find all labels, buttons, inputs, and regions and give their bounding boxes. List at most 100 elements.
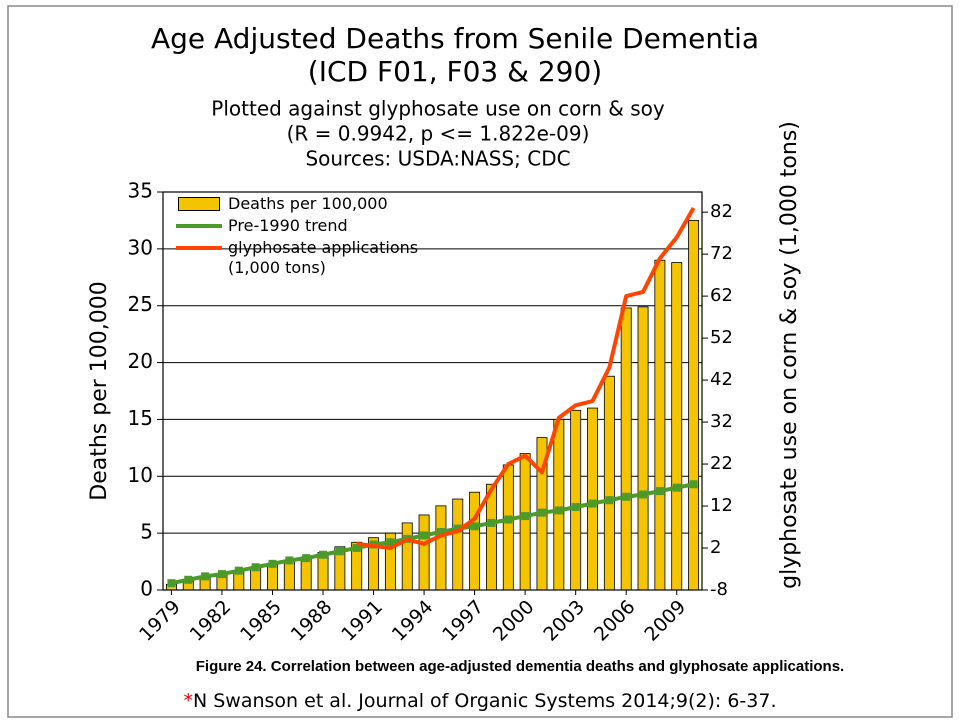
y-tick-label: 10 bbox=[128, 463, 153, 487]
line bbox=[356, 206, 696, 551]
line-marker bbox=[453, 524, 462, 533]
y-tick-label: 30 bbox=[128, 235, 153, 259]
bar bbox=[603, 375, 615, 591]
x-tick-label: 2009 bbox=[640, 596, 690, 646]
x-tick-label: 2003 bbox=[539, 596, 589, 646]
y2-tick-label: -8 bbox=[710, 579, 728, 600]
legend: Deaths per 100,000 Pre-1990 trend glyphosa… bbox=[176, 194, 436, 280]
line-marker bbox=[622, 492, 631, 501]
legend-item: Pre-1990 trend bbox=[176, 216, 436, 236]
line-marker bbox=[352, 543, 361, 552]
subtitle: Plotted against glyphosate use on corn &… bbox=[211, 97, 665, 121]
y2-axis-label: glyphosate use on corn & soy (1,000 tons… bbox=[777, 121, 802, 589]
y2-tick-label: 82 bbox=[710, 201, 733, 222]
x-tick-label: 1997 bbox=[438, 596, 488, 646]
y2-tick-label: 22 bbox=[710, 453, 733, 474]
footnote-marker: * bbox=[183, 690, 193, 712]
legend-swatch bbox=[176, 238, 222, 258]
line-marker bbox=[571, 502, 580, 511]
legend-swatch bbox=[176, 194, 222, 214]
line-marker bbox=[285, 556, 294, 565]
line-marker bbox=[655, 487, 664, 496]
line-marker bbox=[386, 538, 395, 547]
x-tick-label: 1985 bbox=[236, 596, 286, 646]
line-marker bbox=[167, 579, 176, 588]
legend-swatch bbox=[176, 216, 222, 236]
line-marker bbox=[588, 499, 597, 508]
line-marker bbox=[234, 566, 243, 575]
bar bbox=[620, 307, 632, 591]
line bbox=[171, 482, 694, 586]
bar bbox=[469, 491, 481, 591]
line-marker bbox=[420, 531, 429, 540]
y2-tick-label: 72 bbox=[710, 243, 733, 264]
bar bbox=[654, 259, 666, 591]
line-marker bbox=[335, 547, 344, 556]
line-marker bbox=[639, 490, 648, 499]
y2-tick-label: 32 bbox=[710, 411, 733, 432]
plot-border bbox=[162, 191, 703, 591]
x-tick-label: 1991 bbox=[337, 596, 387, 646]
line-marker bbox=[319, 550, 328, 559]
legend-label: glyphosate applications (1,000 tons) bbox=[228, 238, 419, 277]
line-marker bbox=[537, 508, 546, 517]
subtitle: Sources: USDA:NASS; CDC bbox=[305, 147, 570, 171]
subtitle: (R = 0.9942, p <= 1.822e-09) bbox=[287, 122, 590, 146]
line-marker bbox=[201, 572, 210, 581]
x-tick-label: 1979 bbox=[135, 596, 185, 646]
bar bbox=[637, 306, 649, 591]
x-tick-label: 2000 bbox=[489, 596, 539, 646]
legend-item: Deaths per 100,000 bbox=[176, 194, 436, 214]
line-marker bbox=[689, 480, 698, 489]
y-tick-label: 0 bbox=[140, 577, 153, 601]
legend-label: Pre-1990 trend bbox=[228, 216, 348, 235]
line-marker bbox=[436, 528, 445, 537]
line-marker bbox=[251, 563, 260, 572]
y2-tick-label: 62 bbox=[710, 285, 733, 306]
title: Age Adjusted Deaths from Senile Dementia bbox=[151, 22, 759, 55]
line-marker bbox=[521, 512, 530, 521]
line-marker bbox=[605, 496, 614, 505]
footnote: *N Swanson et al. Journal of Organic Sys… bbox=[183, 690, 776, 712]
y2-tick-label: 2 bbox=[710, 537, 721, 558]
legend-label: Deaths per 100,000 bbox=[228, 194, 388, 213]
line-marker bbox=[672, 483, 681, 492]
bar bbox=[587, 407, 598, 591]
line-marker bbox=[268, 559, 277, 568]
bar bbox=[283, 560, 295, 591]
y-axis-label: Deaths per 100,000 bbox=[87, 281, 112, 501]
line-marker bbox=[302, 554, 311, 563]
caption: Figure 24. Correlation between age-adjus… bbox=[196, 658, 844, 675]
line-marker bbox=[487, 518, 496, 527]
title: (ICD F01, F03 & 290) bbox=[308, 55, 602, 88]
footnote-text: N Swanson et al. Journal of Organic Syst… bbox=[193, 690, 777, 712]
line-marker bbox=[504, 515, 513, 524]
bar bbox=[519, 453, 531, 591]
x-tick-label: 2006 bbox=[590, 596, 640, 646]
legend-item: glyphosate applications (1,000 tons) bbox=[176, 238, 436, 278]
y-tick-label: 15 bbox=[128, 406, 153, 430]
bar bbox=[570, 409, 582, 591]
bar bbox=[671, 262, 683, 591]
y-tick-label: 25 bbox=[128, 292, 153, 316]
y-tick-label: 20 bbox=[128, 349, 153, 373]
bar bbox=[485, 483, 497, 591]
bar bbox=[688, 220, 700, 591]
y2-tick-label: 12 bbox=[710, 495, 733, 516]
bar bbox=[418, 514, 430, 591]
x-tick-label: 1982 bbox=[186, 596, 236, 646]
y-tick-label: 5 bbox=[140, 520, 153, 544]
bar bbox=[401, 522, 413, 591]
line-marker bbox=[184, 575, 193, 584]
bar bbox=[502, 464, 514, 591]
x-tick-label: 1994 bbox=[388, 596, 438, 646]
line-marker bbox=[554, 506, 563, 515]
frame bbox=[7, 5, 953, 718]
line-marker bbox=[217, 570, 226, 579]
bar bbox=[435, 505, 447, 591]
bar bbox=[553, 419, 565, 591]
x-tick-label: 1988 bbox=[287, 596, 337, 646]
y2-tick-label: 42 bbox=[710, 369, 733, 390]
y-tick-label: 35 bbox=[128, 179, 153, 203]
